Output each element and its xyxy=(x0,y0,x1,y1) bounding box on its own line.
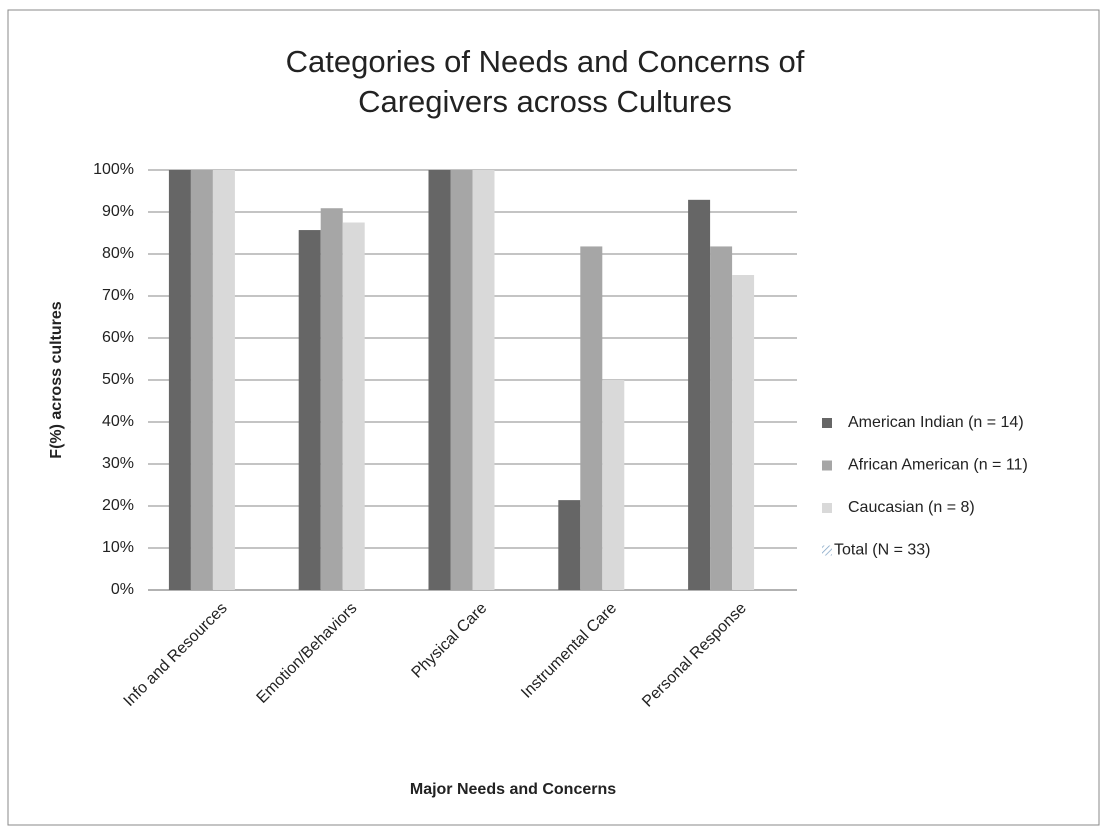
bar xyxy=(298,230,321,590)
bar xyxy=(688,199,711,590)
bar xyxy=(450,170,473,590)
chart-title: Caregivers across Cultures xyxy=(358,84,732,119)
legend-swatch xyxy=(822,545,832,556)
y-axis-title: F(%) across cultures xyxy=(48,301,65,458)
bar xyxy=(168,170,191,590)
bar xyxy=(580,246,603,590)
bar xyxy=(320,208,343,590)
legend-label: African American (n = 11) xyxy=(848,457,1028,474)
y-tick-label: 70% xyxy=(102,287,134,304)
bar xyxy=(190,170,213,590)
legend-swatch xyxy=(822,460,832,471)
chart-title: Categories of Needs and Concerns of xyxy=(286,44,805,79)
legend-swatch xyxy=(822,503,832,513)
y-tick-label: 90% xyxy=(102,203,134,220)
bar xyxy=(558,500,581,590)
bar xyxy=(342,222,365,590)
bar xyxy=(710,246,733,590)
legend-swatch xyxy=(822,418,832,428)
y-tick-label: 0% xyxy=(111,581,134,598)
y-tick-label: 50% xyxy=(102,371,134,388)
bar xyxy=(732,275,755,590)
x-axis-title: Major Needs and Concerns xyxy=(410,781,616,798)
y-tick-label: 80% xyxy=(102,245,134,262)
y-tick-label: 20% xyxy=(102,497,134,514)
bar xyxy=(428,170,451,590)
bar xyxy=(602,380,625,590)
y-tick-label: 40% xyxy=(102,413,134,430)
bar xyxy=(212,170,235,590)
y-tick-label: 30% xyxy=(102,455,134,472)
legend-label: American Indian (n = 14) xyxy=(848,414,1024,431)
y-tick-label: 60% xyxy=(102,329,134,346)
legend-label: Caucasian (n = 8) xyxy=(848,499,975,516)
bar xyxy=(472,170,495,590)
y-tick-label: 10% xyxy=(102,539,134,556)
legend-label: Total (N = 33) xyxy=(834,542,930,559)
y-tick-label: 100% xyxy=(93,161,134,178)
